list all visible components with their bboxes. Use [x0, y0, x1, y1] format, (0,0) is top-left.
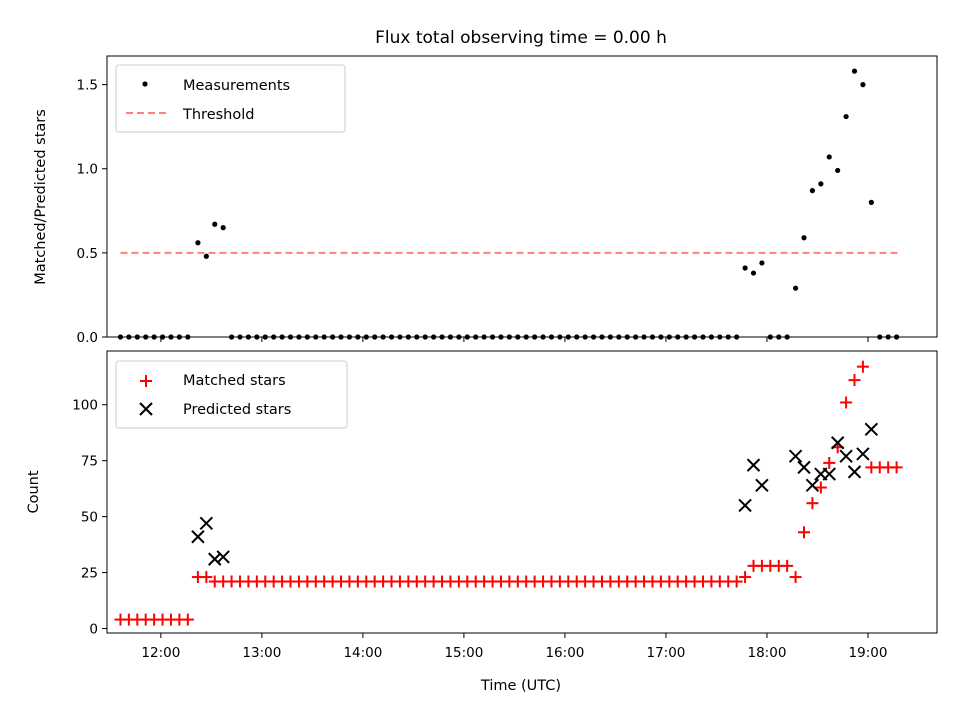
measurement-point	[868, 199, 874, 205]
matched-star-point	[181, 613, 194, 626]
top-panel: Flux total observing time = 0.00 h Match…	[33, 28, 938, 346]
legend-matched-label: Matched stars	[183, 373, 286, 389]
predicted-star-point	[805, 478, 820, 492]
bottom-legend-box	[115, 360, 348, 429]
measurement-point	[759, 260, 765, 266]
bottom-x-tick-label: 19:00	[849, 645, 888, 661]
legend-matched-marker	[140, 375, 152, 387]
bottom-x-tick-label: 16:00	[545, 645, 584, 661]
predicted-star-point	[191, 530, 205, 544]
predicted-star-point	[847, 465, 862, 479]
measurement-point	[801, 235, 807, 241]
bottom-y-tick-label: 75	[81, 454, 98, 470]
matched-star-point	[781, 559, 794, 572]
bottom-x-tick-label: 18:00	[748, 645, 787, 661]
predicted-star-point	[839, 449, 853, 463]
bottom-y-tick-label: 25	[81, 566, 98, 582]
measurement-point	[843, 113, 849, 120]
bottom-y-axis-label: Count	[26, 470, 42, 513]
bottom-panel: Count Time (UTC) 0 25 50 75 100 12:00 13:00 14:…	[26, 350, 938, 694]
measurement-point	[220, 225, 226, 231]
matched-star-point	[856, 360, 869, 373]
top-y-tick-label: 1.0	[77, 162, 98, 178]
top-y-tick-label: 1.5	[77, 78, 98, 94]
bottom-x-tick-label: 12:00	[141, 645, 180, 661]
measurement-point	[826, 154, 832, 160]
bottom-legend: Matched stars Predicted stars	[115, 360, 348, 429]
bottom-y-tick-label: 100	[72, 398, 98, 414]
bottom-x-tick-label: 13:00	[242, 645, 281, 661]
matched-star-point	[848, 374, 861, 387]
legend-threshold-label: Threshold	[182, 107, 254, 123]
measurement-point	[742, 265, 748, 271]
bottom-x-tick-label: 14:00	[343, 645, 382, 661]
bottom-plot-frame	[106, 350, 938, 634]
predicted-star-point	[755, 478, 769, 492]
predicted-star-point	[864, 422, 879, 437]
top-y-tick-label: 0.5	[77, 246, 98, 262]
matched-star-point	[806, 497, 819, 510]
chart-title: Flux total observing time = 0.00 h	[375, 28, 667, 48]
measurement-point	[818, 181, 824, 187]
top-axis-ticks: 0.0 0.5 1.0 1.5	[77, 78, 869, 346]
predicted-star-point	[822, 467, 836, 481]
predicted-star-point	[199, 516, 214, 531]
measurement-point	[792, 285, 799, 291]
matched-stars-points	[114, 360, 903, 626]
measurement-point	[750, 270, 757, 276]
top-legend-box	[115, 64, 346, 133]
bottom-axis-ticks: 0 25 50 75 100 12:00 13:00 14:00 15:00 16:00 17:00…	[72, 398, 887, 661]
matched-star-point	[797, 526, 810, 539]
measurement-point	[203, 253, 209, 259]
measurement-point	[809, 188, 816, 194]
bottom-x-tick-label: 15:00	[444, 645, 483, 661]
top-plot-frame	[106, 55, 938, 338]
bottom-y-tick-label: 0	[89, 622, 98, 638]
matched-star-point	[739, 571, 752, 584]
predicted-star-point	[746, 458, 761, 472]
top-y-tick-label: 0.0	[77, 330, 98, 346]
legend-measurements-marker	[142, 81, 148, 87]
matched-star-point	[840, 396, 853, 409]
measurement-point	[195, 240, 201, 246]
matched-star-point	[200, 571, 213, 584]
predicted-star-point	[216, 550, 230, 564]
matched-star-point	[730, 575, 743, 588]
measurements-points	[117, 68, 900, 340]
predicted-stars-points	[191, 422, 879, 566]
measurement-point	[212, 221, 218, 227]
top-y-axis-label: Matched/Predicted stars	[33, 109, 49, 285]
measurement-point	[835, 167, 841, 174]
top-legend: Measurements Threshold	[115, 64, 346, 133]
matched-star-point	[814, 481, 827, 494]
measurement-point	[860, 82, 866, 88]
matched-star-point	[823, 456, 836, 469]
measurement-point	[851, 68, 858, 74]
bottom-y-tick-label: 50	[81, 510, 98, 526]
legend-predicted-label: Predicted stars	[183, 402, 291, 418]
predicted-star-point	[208, 552, 222, 566]
matched-star-point	[789, 571, 802, 584]
matched-star-point	[890, 461, 903, 474]
predicted-star-point	[830, 436, 845, 450]
predicted-star-point	[856, 447, 870, 461]
predicted-star-point	[738, 498, 752, 513]
legend-predicted-marker	[139, 402, 153, 416]
x-axis-label: Time (UTC)	[480, 678, 561, 694]
legend-measurements-label: Measurements	[183, 78, 290, 94]
predicted-star-point	[788, 449, 803, 463]
bottom-x-tick-label: 17:00	[646, 645, 685, 661]
predicted-star-point	[797, 460, 811, 475]
